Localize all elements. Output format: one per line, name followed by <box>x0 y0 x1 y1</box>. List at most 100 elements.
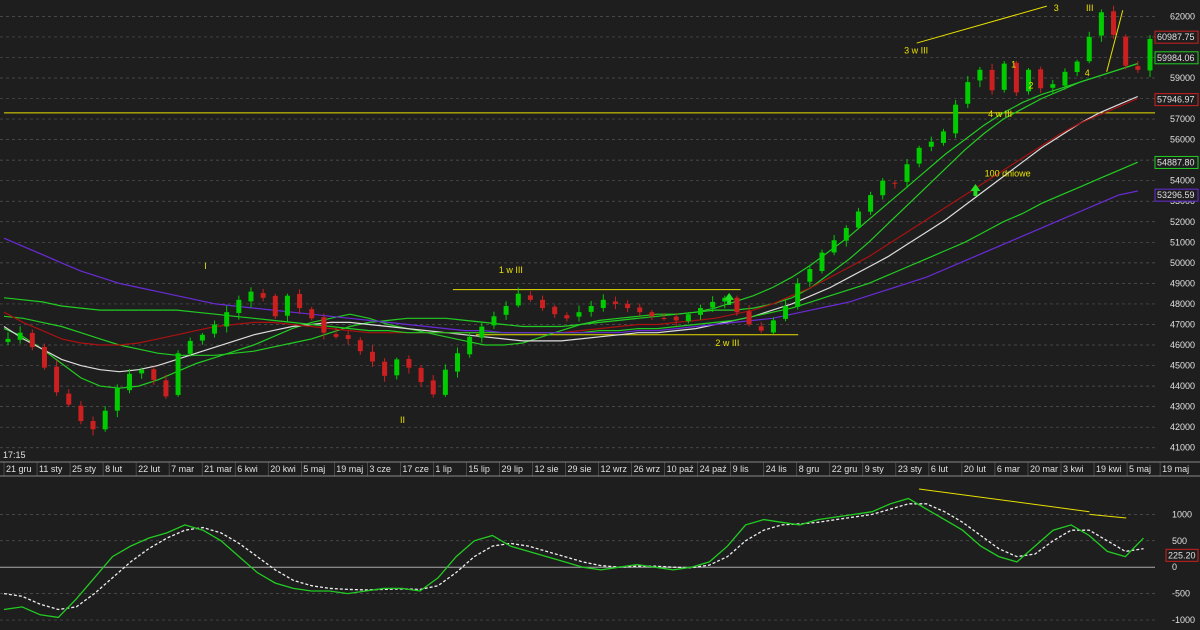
price-tick-label: 57000 <box>1170 114 1195 124</box>
candle-body <box>637 307 643 313</box>
oscillator-y-axis: -1000 -500 0 500 1000 <box>1172 509 1195 625</box>
date-tick-label: 3 kwi <box>1063 464 1084 474</box>
date-tick-label: 29 lip <box>501 464 523 474</box>
date-tick-label: 9 lis <box>733 464 750 474</box>
candle-body <box>260 293 266 298</box>
candle-body <box>17 332 23 340</box>
candle-body <box>819 252 825 272</box>
candle-body <box>965 82 971 104</box>
date-tick-label: 5 maj <box>303 464 325 474</box>
price-badges: 60987.75 59984.06 57946.97 54887.80 53296.59 <box>1154 30 1199 202</box>
price-badge-label: 57946.97 <box>1157 95 1195 105</box>
oscillator-tick-label: -1000 <box>1172 615 1195 625</box>
moving-average-line <box>3 97 1138 346</box>
horizontal-levels <box>4 112 1155 336</box>
candle-body <box>455 353 461 372</box>
price-tick-label: 41000 <box>1170 443 1195 453</box>
candle-body <box>1147 38 1153 71</box>
price-badge-box <box>1154 155 1199 169</box>
wave-label: III <box>1086 3 1094 13</box>
candle-body <box>418 367 424 382</box>
candle-body <box>357 340 363 352</box>
candle-body <box>758 326 764 331</box>
price-badge-label: 59984.06 <box>1157 53 1195 63</box>
oscillator-tick-label: 0 <box>1172 562 1177 572</box>
candle-body <box>284 295 290 316</box>
price-tick-label: 50000 <box>1170 258 1195 268</box>
candle-body <box>1074 61 1080 73</box>
candle-body <box>297 293 303 309</box>
price-tick-label: 48000 <box>1170 299 1195 309</box>
price-trendline <box>916 5 1047 44</box>
candle-body <box>66 393 72 405</box>
candle-body <box>78 405 84 422</box>
candle-body <box>54 366 60 393</box>
price-badge-box <box>1154 30 1199 44</box>
date-tick-label: 29 sie <box>568 464 592 474</box>
candle-body <box>649 312 655 317</box>
wave-label: 1 <box>1011 60 1016 70</box>
candle-body <box>90 421 96 430</box>
candle-body <box>309 309 315 319</box>
price-badge-label: 54887.80 <box>1157 157 1195 167</box>
candle-body <box>600 299 606 308</box>
candle-body <box>394 359 400 376</box>
candle-body <box>783 306 789 319</box>
price-tick-label: 51000 <box>1170 237 1195 247</box>
candle-body <box>406 359 412 368</box>
date-tick-label: 15 lip <box>468 464 490 474</box>
candle-body <box>673 316 679 321</box>
date-tick-label: 19 maj <box>336 464 363 474</box>
candle-body <box>345 335 351 339</box>
wave-label: 2 <box>1028 80 1033 90</box>
oscillator-tick-label: 1000 <box>1172 509 1192 519</box>
candle-body <box>224 312 230 327</box>
candle-body <box>685 314 691 322</box>
candle-body <box>588 306 594 312</box>
date-tick-label: 6 kwi <box>237 464 258 474</box>
oscillator-badge-label: 225.20 <box>1168 550 1196 560</box>
oscillator-signal-line <box>3 503 1144 611</box>
price-candles <box>5 5 1153 436</box>
date-tick-label: 24 paź <box>700 464 728 474</box>
candle-body <box>953 104 959 134</box>
candle-body <box>989 69 995 91</box>
candle-body <box>442 369 448 395</box>
date-tick-label: 6 lut <box>931 464 949 474</box>
oscillator-badge-box <box>1165 548 1199 562</box>
wave-label: 4 w III <box>988 109 1012 119</box>
time-label: 17:15 <box>3 450 26 460</box>
price-tick-label: 42000 <box>1170 422 1195 432</box>
candle-body <box>892 182 898 184</box>
candle-body <box>795 283 801 307</box>
candle-body <box>212 324 218 334</box>
up-arrow-icon <box>970 183 981 196</box>
candle-body <box>916 147 922 164</box>
candle-body <box>333 334 339 337</box>
candle-body <box>248 291 254 302</box>
date-tick-label: 3 cze <box>369 464 391 474</box>
candle-body <box>1135 66 1141 70</box>
candle-body <box>940 131 946 143</box>
date-tick-label: 21 gru <box>6 464 32 474</box>
candle-body <box>114 388 120 411</box>
moving-average-line <box>3 63 1138 389</box>
wave-label: I <box>204 261 207 271</box>
candle-body <box>564 315 570 319</box>
date-tick-label: 24 lis <box>766 464 788 474</box>
candle-body <box>199 334 205 341</box>
price-tick-label: 56000 <box>1170 135 1195 145</box>
date-tick-label: 20 lut <box>964 464 987 474</box>
wave-label: 100 dniowe <box>985 169 1031 179</box>
candle-body <box>1123 36 1129 66</box>
candle-body <box>467 336 473 355</box>
candle-body <box>625 303 631 309</box>
date-tick-label: 22 lut <box>138 464 161 474</box>
moving-averages <box>3 63 1138 389</box>
candle-body <box>1050 84 1056 88</box>
date-tick-label: 25 sty <box>72 464 97 474</box>
price-tick-label: 62000 <box>1170 11 1195 21</box>
date-tick-label: 9 sty <box>865 464 885 474</box>
oscillator-trendline <box>918 488 1090 513</box>
